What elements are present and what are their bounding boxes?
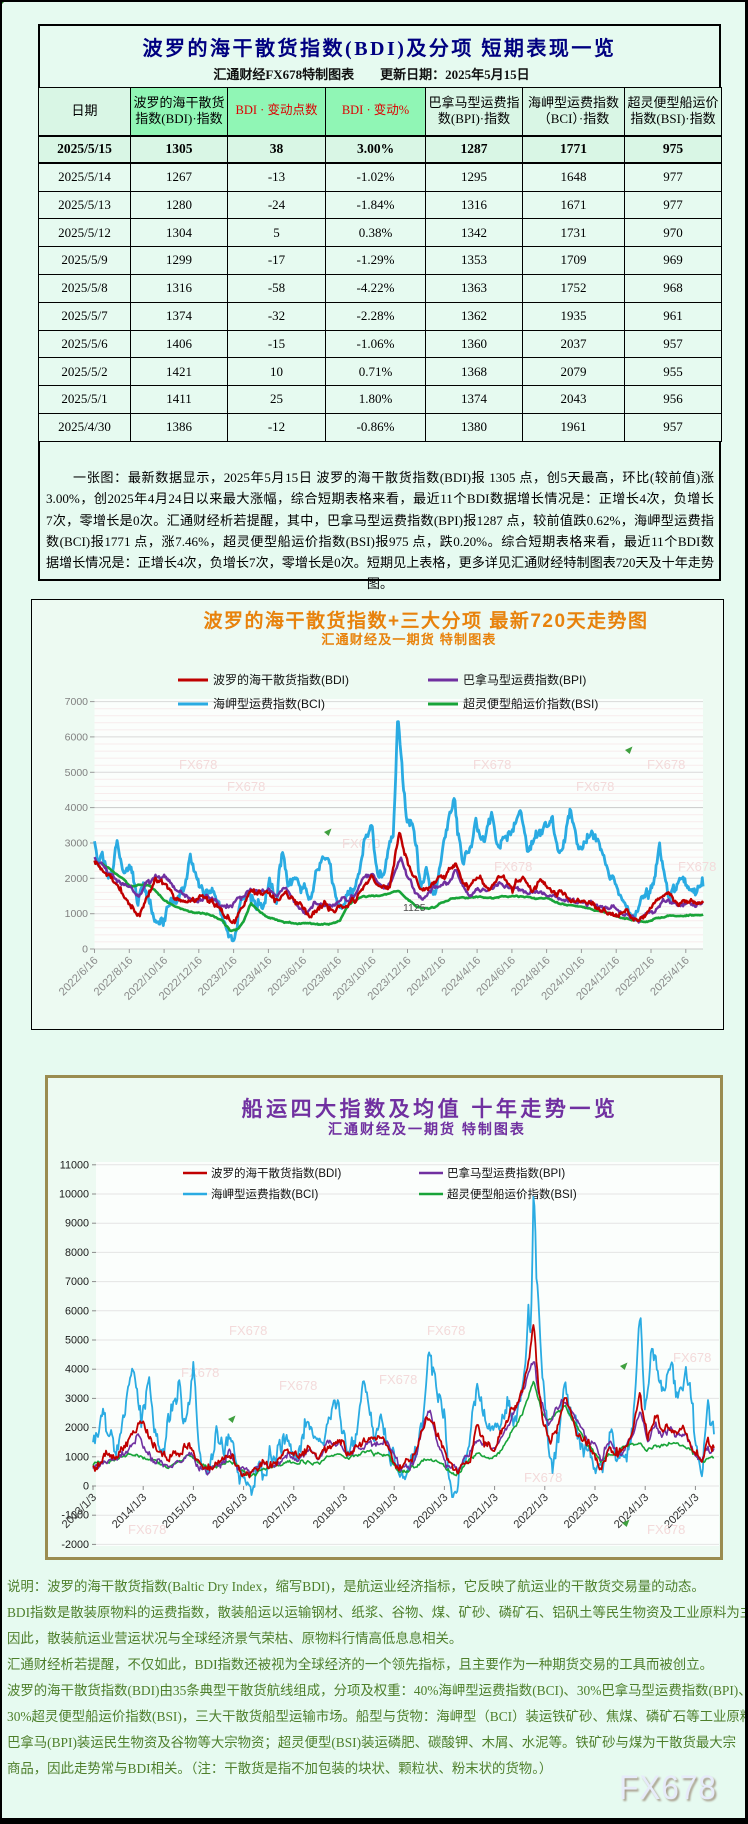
svg-text:波罗的海干散货指数(BDI): 波罗的海干散货指数(BDI)	[213, 672, 349, 687]
svg-text:FX678: FX678	[227, 779, 265, 794]
svg-text:0: 0	[83, 1481, 89, 1493]
svg-text:FX678: FX678	[576, 779, 614, 794]
svg-text:FX678: FX678	[379, 1372, 417, 1387]
svg-text:FX678: FX678	[181, 1365, 219, 1380]
svg-text:船运四大指数及均值 十年走势一览: 船运四大指数及均值 十年走势一览	[242, 1097, 619, 1121]
svg-text:5000: 5000	[65, 1335, 89, 1347]
svg-text:7000: 7000	[65, 1276, 89, 1288]
svg-text:5000: 5000	[65, 767, 89, 779]
svg-text:3000: 3000	[65, 838, 89, 850]
svg-text:海岬型运费指数(BCI): 海岬型运费指数(BCI)	[211, 1187, 318, 1201]
svg-text:超灵便型船运价指数(BSI): 超灵便型船运价指数(BSI)	[447, 1187, 577, 1201]
svg-text:FX678: FX678	[229, 1323, 267, 1338]
svg-text:2000: 2000	[65, 873, 89, 885]
svg-text:FX678: FX678	[179, 757, 217, 772]
svg-text:FX678: FX678	[128, 1522, 166, 1537]
svg-text:FX678: FX678	[427, 1323, 465, 1338]
svg-text:FX678: FX678	[678, 859, 716, 874]
svg-text:FX678: FX678	[647, 1522, 685, 1537]
svg-text:8000: 8000	[65, 1247, 89, 1259]
svg-text:2000: 2000	[65, 1422, 89, 1434]
svg-text:9000: 9000	[65, 1218, 89, 1230]
svg-text:FX678: FX678	[673, 1350, 711, 1365]
svg-text:FX678: FX678	[494, 859, 532, 874]
svg-text:0: 0	[82, 944, 88, 956]
svg-text:FX678: FX678	[473, 757, 511, 772]
svg-text:10000: 10000	[59, 1189, 89, 1201]
svg-text:4000: 4000	[65, 802, 89, 814]
svg-text:海岬型运费指数(BCI): 海岬型运费指数(BCI)	[213, 696, 325, 711]
svg-text:1000: 1000	[65, 908, 89, 920]
svg-text:巴拿马型运费指数(BPI): 巴拿马型运费指数(BPI)	[463, 672, 586, 687]
svg-text:FX678: FX678	[279, 1378, 317, 1393]
svg-text:超灵便型船运价指数(BSI): 超灵便型船运价指数(BSI)	[463, 696, 598, 711]
svg-text:巴拿马型运费指数(BPI): 巴拿马型运费指数(BPI)	[447, 1166, 565, 1180]
svg-text:波罗的海干散货指数+三大分项 最新720天走势图: 波罗的海干散货指数+三大分项 最新720天走势图	[203, 609, 648, 632]
svg-text:波罗的海干散货指数(BDI): 波罗的海干散货指数(BDI)	[211, 1166, 341, 1180]
svg-text:1125: 1125	[403, 902, 426, 914]
svg-text:3000: 3000	[65, 1393, 89, 1405]
svg-text:FX678: FX678	[524, 1470, 562, 1485]
svg-text:FX678: FX678	[647, 757, 685, 772]
svg-text:7000: 7000	[65, 696, 89, 708]
svg-text:6000: 6000	[65, 1305, 89, 1317]
svg-text:4000: 4000	[65, 1364, 89, 1376]
svg-text:汇通财经及一期货 特制图表: 汇通财经及一期货 特制图表	[321, 632, 496, 647]
svg-text:11000: 11000	[60, 1159, 89, 1171]
svg-text:6000: 6000	[65, 731, 89, 743]
svg-text:1000: 1000	[65, 1451, 89, 1463]
svg-text:-2000: -2000	[61, 1539, 89, 1551]
svg-text:汇通财经及一期货 特制图表: 汇通财经及一期货 特制图表	[328, 1121, 526, 1137]
svg-text:-1000: -1000	[61, 1510, 89, 1522]
svg-text:FX678: FX678	[342, 836, 380, 851]
